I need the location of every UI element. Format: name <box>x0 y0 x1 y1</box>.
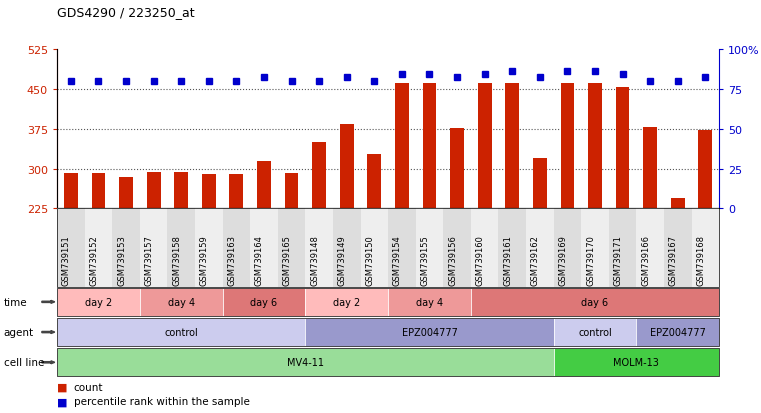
Bar <box>340 125 354 209</box>
Bar <box>671 199 685 209</box>
Bar <box>312 142 326 209</box>
Text: EPZ004777: EPZ004777 <box>402 327 457 337</box>
Bar <box>395 84 409 209</box>
Bar <box>561 84 575 209</box>
Text: ■: ■ <box>57 396 68 406</box>
Bar <box>533 159 546 209</box>
Bar <box>368 155 381 209</box>
Text: agent: agent <box>4 327 34 337</box>
Text: GSM739151: GSM739151 <box>62 235 71 285</box>
Bar <box>643 128 657 209</box>
Text: GSM739170: GSM739170 <box>586 235 595 285</box>
Text: GSM739166: GSM739166 <box>642 235 650 285</box>
Text: MV4-11: MV4-11 <box>287 357 324 368</box>
Text: GSM739169: GSM739169 <box>559 235 568 285</box>
Text: GSM739161: GSM739161 <box>503 235 512 285</box>
Text: GSM739150: GSM739150 <box>365 235 374 285</box>
Bar <box>616 88 629 209</box>
Text: GSM739158: GSM739158 <box>172 235 181 285</box>
Text: GSM739167: GSM739167 <box>669 235 678 285</box>
Bar <box>422 84 436 209</box>
Bar <box>451 128 464 209</box>
Text: GSM739155: GSM739155 <box>421 235 429 285</box>
Text: GSM739164: GSM739164 <box>255 235 264 285</box>
Text: percentile rank within the sample: percentile rank within the sample <box>74 396 250 406</box>
Text: cell line: cell line <box>4 357 44 368</box>
Bar <box>147 173 161 209</box>
Text: GSM739149: GSM739149 <box>338 235 347 285</box>
Text: GDS4290 / 223250_at: GDS4290 / 223250_at <box>57 6 195 19</box>
Text: day 6: day 6 <box>581 297 609 307</box>
Bar <box>230 175 244 209</box>
Bar <box>119 178 133 209</box>
Bar <box>699 131 712 209</box>
Text: GSM739171: GSM739171 <box>613 235 622 285</box>
Bar <box>257 161 271 209</box>
Bar <box>202 175 215 209</box>
Text: GSM739156: GSM739156 <box>448 235 457 285</box>
Text: day 2: day 2 <box>333 297 361 307</box>
Text: GSM739163: GSM739163 <box>228 235 237 285</box>
Bar <box>505 84 519 209</box>
Text: GSM739153: GSM739153 <box>117 235 126 285</box>
Text: GSM739162: GSM739162 <box>531 235 540 285</box>
Text: GSM739159: GSM739159 <box>200 235 209 285</box>
Bar <box>174 173 188 209</box>
Text: EPZ004777: EPZ004777 <box>650 327 705 337</box>
Bar <box>478 84 492 209</box>
Text: GSM739168: GSM739168 <box>696 235 705 285</box>
Text: GSM739152: GSM739152 <box>90 235 98 285</box>
Text: GSM739157: GSM739157 <box>145 235 154 285</box>
Bar <box>91 174 105 209</box>
Text: GSM739154: GSM739154 <box>393 235 402 285</box>
Text: GSM739148: GSM739148 <box>310 235 319 285</box>
Text: day 4: day 4 <box>167 297 195 307</box>
Text: count: count <box>74 382 103 392</box>
Text: day 2: day 2 <box>84 297 112 307</box>
Text: control: control <box>164 327 198 337</box>
Bar <box>588 84 602 209</box>
Text: GSM739165: GSM739165 <box>282 235 291 285</box>
Text: control: control <box>578 327 612 337</box>
Text: MOLM-13: MOLM-13 <box>613 357 659 368</box>
Text: ■: ■ <box>57 382 68 392</box>
Text: day 6: day 6 <box>250 297 278 307</box>
Bar <box>64 174 78 209</box>
Text: day 4: day 4 <box>416 297 443 307</box>
Text: time: time <box>4 297 27 307</box>
Bar <box>285 174 298 209</box>
Text: GSM739160: GSM739160 <box>476 235 485 285</box>
